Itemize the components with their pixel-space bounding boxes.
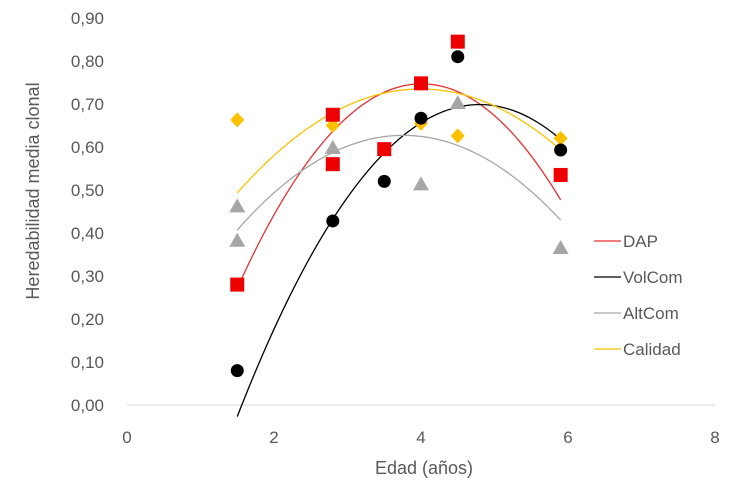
- y-tick-label: 0,10: [71, 353, 104, 372]
- y-tick-label: 0,70: [71, 95, 104, 114]
- marker-altcom: [229, 198, 246, 213]
- trendlines: [236, 83, 562, 417]
- marker-volcom: [554, 143, 568, 157]
- x-tick-label: 2: [269, 428, 278, 447]
- x-tick-label: 4: [416, 428, 425, 447]
- marker-volcom: [377, 174, 391, 188]
- x-tick-label: 0: [122, 428, 131, 447]
- marker-calidad: [230, 112, 245, 128]
- marker-dap: [414, 76, 428, 91]
- marker-calidad: [553, 130, 568, 146]
- y-axis-ticks: 0,00 0,10 0,20 0,30 0,40 0,50 0,60 0,70 0,80 0,90: [71, 9, 104, 415]
- trendline-dap: [236, 83, 562, 289]
- marker-altcom: [413, 176, 429, 191]
- data-markers: [229, 34, 569, 378]
- trendline-altcom: [236, 134, 562, 231]
- legend: DAP VolCom AltCom Calidad: [594, 232, 683, 359]
- y-tick-label: 0,40: [71, 224, 104, 243]
- trendline-calidad: [236, 88, 562, 194]
- y-tick-label: 0,00: [71, 396, 104, 415]
- marker-volcom: [230, 364, 244, 378]
- y-tick-label: 0,80: [71, 52, 104, 71]
- marker-altcom: [449, 95, 466, 110]
- marker-volcom: [326, 214, 340, 228]
- x-axis-ticks: 0 2 4 6 8: [122, 428, 719, 447]
- y-tick-label: 0,90: [71, 9, 104, 28]
- marker-dap: [325, 157, 340, 172]
- y-tick-label: 0,30: [71, 267, 104, 286]
- legend-label: Calidad: [623, 340, 681, 359]
- x-axis-title: Edad (años): [375, 458, 473, 478]
- y-axis-title: Heredabilidad media clonal: [23, 82, 43, 299]
- marker-altcom: [229, 232, 246, 247]
- marker-dap: [377, 142, 392, 157]
- marker-dap: [325, 107, 340, 122]
- legend-label: DAP: [623, 232, 658, 251]
- x-tick-label: 8: [710, 428, 719, 447]
- legend-label: AltCom: [623, 304, 679, 323]
- marker-volcom: [414, 111, 428, 125]
- marker-dap: [553, 167, 568, 182]
- marker-volcom: [451, 50, 465, 64]
- y-tick-label: 0,60: [71, 138, 104, 157]
- marker-dap: [230, 277, 245, 292]
- x-tick-label: 6: [563, 428, 572, 447]
- trendline-volcom: [236, 103, 562, 417]
- marker-altcom: [552, 240, 569, 255]
- y-tick-label: 0,20: [71, 310, 104, 329]
- y-tick-label: 0,50: [71, 181, 104, 200]
- legend-label: VolCom: [623, 268, 683, 287]
- marker-calidad: [450, 128, 465, 144]
- marker-dap: [450, 34, 465, 49]
- marker-altcom: [324, 139, 341, 154]
